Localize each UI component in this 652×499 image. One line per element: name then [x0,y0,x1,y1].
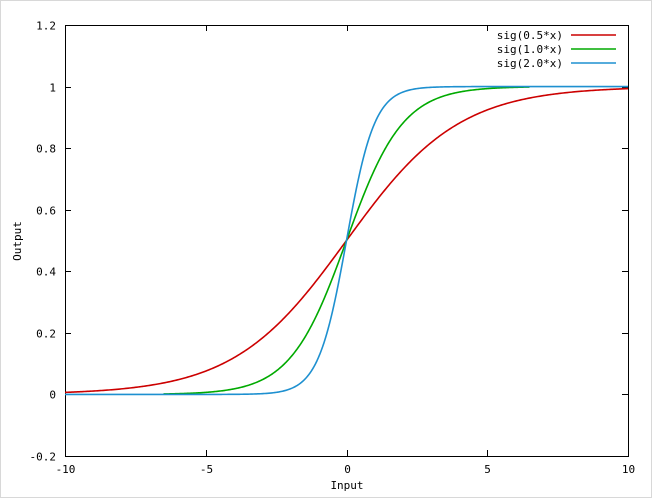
y-tick-label: 0.2 [36,328,56,341]
y-tick-label: 1 [49,82,56,95]
x-axis-ticks: -10 -5 0 5 10 [56,25,635,476]
x-tick-label: 5 [484,463,491,476]
x-tick-label: -10 [56,463,76,476]
x-tick-label: -5 [200,463,213,476]
y-tick-label: 0.6 [36,205,56,218]
series-line-2 [65,85,628,396]
series-lines [64,85,629,396]
y-axis-ticks: -0.2 0 0.2 0.4 0.6 0.8 1 1.2 [30,20,628,464]
y-tick-label: -0.2 [30,451,57,464]
y-tick-label: 0 [49,389,56,402]
legend-label-1: sig(1.0*x) [497,43,563,56]
chart-legend: sig(0.5*x)sig(1.0*x)sig(2.0*x) [497,29,616,70]
x-axis-label: Input [330,479,363,492]
y-axis-label: Output [11,221,24,261]
x-tick-label: 10 [622,463,635,476]
x-tick-label: 0 [344,463,351,476]
y-tick-label: 0.8 [36,143,56,156]
y-tick-label: 1.2 [36,20,56,33]
y-tick-label: 0.4 [36,266,56,279]
legend-label-2: sig(2.0*x) [497,57,563,70]
legend-label-0: sig(0.5*x) [497,29,563,42]
